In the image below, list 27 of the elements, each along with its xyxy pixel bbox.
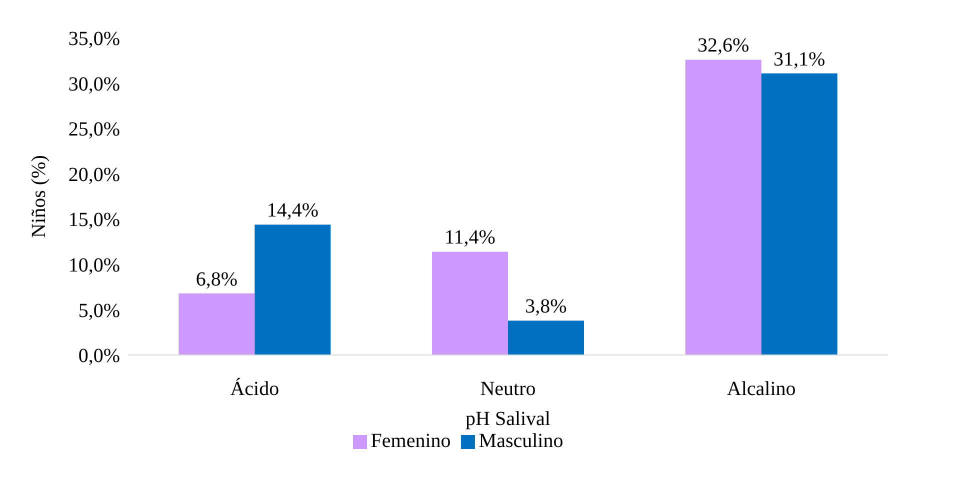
bar: [432, 252, 508, 355]
x-tick-label: Ácido: [230, 377, 280, 400]
bar: [761, 73, 838, 355]
bar: [178, 293, 255, 355]
x-tick-label: Alcalino: [726, 378, 796, 400]
y-tick-label: 0,0%: [78, 345, 120, 368]
y-tick-label: 35,0%: [68, 28, 120, 50]
y-tick-label: 10,0%: [68, 254, 120, 277]
data-label: 14,4%: [266, 200, 319, 222]
data-label: 11,4%: [444, 226, 496, 249]
y-tick-label: 25,0%: [68, 118, 120, 141]
bar: [508, 320, 584, 355]
data-label: 3,8%: [525, 296, 567, 318]
bar: [254, 224, 331, 355]
x-axis-title: pH Salival: [466, 408, 551, 430]
legend-label: Masculino: [478, 430, 564, 452]
bar: [685, 60, 762, 355]
x-tick-label: Neutro: [480, 378, 536, 400]
legend-label: Femenino: [370, 430, 451, 452]
y-tick-label: 15,0%: [68, 209, 120, 232]
y-tick-label: 5,0%: [78, 300, 120, 322]
data-label: 6,8%: [196, 268, 238, 290]
data-label: 32,6%: [697, 34, 750, 57]
y-axis-title: Niños (%): [28, 155, 50, 238]
y-tick-label: 30,0%: [68, 73, 120, 96]
data-label: 31,1%: [773, 48, 826, 70]
y-tick-label: 20,0%: [68, 164, 120, 186]
